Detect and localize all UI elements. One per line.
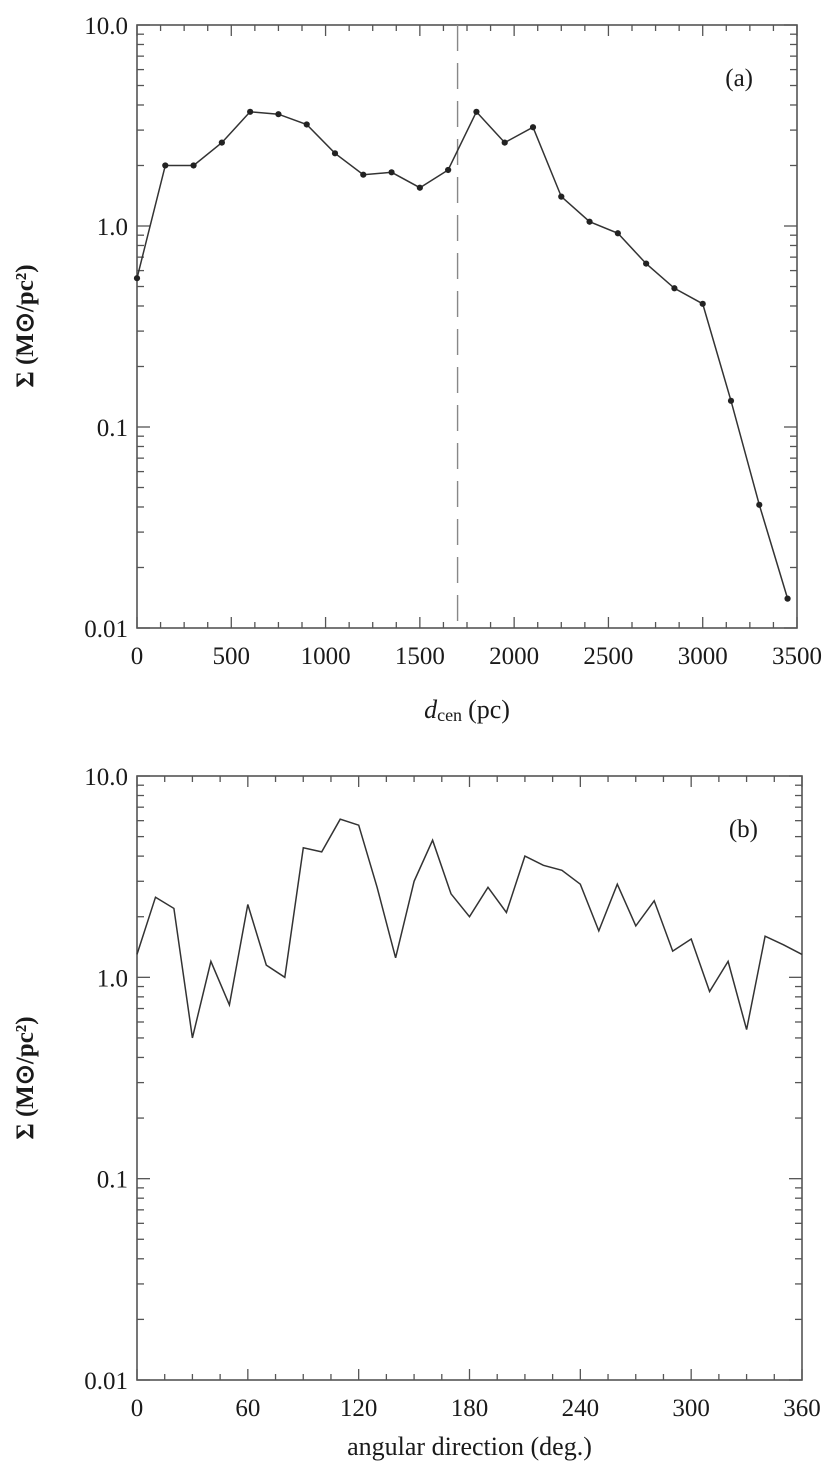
data-point — [501, 139, 508, 146]
data-point — [586, 218, 593, 225]
y-tick-label: 0.01 — [84, 616, 128, 643]
x-tick-label: 300 — [672, 1395, 710, 1422]
data-point — [360, 171, 367, 178]
data-point — [784, 595, 791, 602]
data-point — [529, 124, 537, 131]
x-tick-label: 1000 — [301, 643, 351, 670]
x-axis-label-subscript: cen — [437, 705, 462, 725]
y-axis-label: Σ (M⊙/pc²) — [12, 1016, 39, 1139]
x-tick-label: 3000 — [678, 643, 728, 670]
x-tick-label: 0 — [131, 1395, 144, 1422]
x-tick-label: 120 — [340, 1395, 378, 1422]
series-line — [136, 110, 789, 599]
series-line — [136, 818, 803, 1039]
panel-a-chart: 0 500 1000 1500 2000 2500 3000 3500 0.01 0.1 1.0 10… — [12, 13, 822, 725]
data-point — [614, 230, 621, 237]
y-tick-label: 10.0 — [84, 764, 128, 791]
data-point — [756, 501, 763, 508]
x-tick-label: 60 — [235, 1395, 260, 1422]
x-tick-label: 2500 — [583, 643, 633, 670]
y-tick-label: 0.1 — [97, 1167, 128, 1194]
data-point — [303, 121, 310, 128]
data-point — [162, 162, 169, 169]
y-tick-label: 1.0 — [97, 214, 128, 241]
y-tick-label: 0.1 — [97, 415, 128, 442]
data-point — [558, 193, 565, 200]
x-tick-label: 0 — [131, 643, 144, 670]
data-point — [331, 150, 339, 157]
data-point — [699, 300, 706, 307]
panel-label: (b) — [729, 816, 758, 843]
data-point — [218, 139, 225, 146]
x-tick-label: 500 — [213, 643, 251, 670]
y-tick-label: 0.01 — [84, 1368, 128, 1395]
y-tick-label: 1.0 — [97, 965, 128, 992]
x-axis-label: angular direction (deg.) — [347, 1432, 592, 1461]
x-axis-label: dcen (pc) — [424, 695, 510, 725]
y-tick-label: 10.0 — [84, 13, 128, 40]
data-point — [671, 285, 678, 292]
panel-label: (a) — [725, 65, 753, 92]
data-point — [473, 108, 480, 115]
data-point — [388, 169, 395, 176]
data-point — [416, 184, 423, 191]
data-point — [643, 260, 650, 267]
data-point — [727, 397, 735, 404]
y-axis-label: Σ (M⊙/pc²) — [12, 264, 39, 387]
data-point — [445, 166, 452, 174]
data-point — [190, 162, 197, 169]
data-point — [133, 275, 141, 282]
x-tick-label: 180 — [451, 1395, 489, 1422]
data-point — [247, 108, 254, 115]
x-tick-label: 240 — [562, 1395, 600, 1422]
panel-b-chart: 0 60 120 180 240 300 360 0.01 0.1 1.0 10.0 (b) Σ (M⊙… — [12, 764, 821, 1461]
data-point — [275, 111, 282, 118]
plot-frame — [136, 24, 798, 629]
x-axis-label-unit: (pc) — [468, 695, 510, 724]
x-tick-label: 360 — [783, 1395, 821, 1422]
x-axis-label-symbol: d — [424, 695, 438, 724]
plot-frame — [136, 775, 803, 1381]
x-tick-label: 3500 — [772, 643, 822, 670]
x-tick-label: 2000 — [489, 643, 539, 670]
x-tick-label: 1500 — [395, 643, 445, 670]
